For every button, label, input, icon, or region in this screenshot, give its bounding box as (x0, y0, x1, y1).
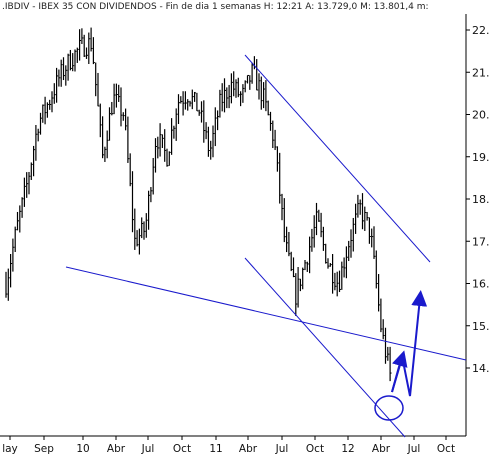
x-tick-label: 10 (76, 443, 89, 455)
y-tick-label: 21.000 (472, 66, 490, 79)
y-tick-label: 19.000 (472, 151, 490, 164)
x-tick-label: Abr (239, 443, 258, 455)
y-tick-label: 20.000 (472, 109, 490, 122)
y-tick-label: 15.000 (472, 320, 490, 333)
x-tick-label: Jul (407, 443, 421, 455)
plot-area (5, 27, 392, 382)
projection-arrow (391, 350, 408, 393)
x-tick-label: Jul (275, 443, 289, 455)
x-tick-label: Abr (372, 443, 391, 455)
trend-line (65, 266, 467, 361)
x-tick-label: Jul (141, 443, 155, 455)
price-series (5, 27, 392, 382)
trend-line (244, 257, 406, 438)
y-tick-label: 17.000 (472, 235, 490, 248)
chart-title: .IBDIV - IBEX 35 CON DIVIDENDOS - Fin de… (2, 2, 429, 12)
x-tick-label: Abr (107, 443, 126, 455)
highlight-circle (374, 395, 404, 421)
projection-arrow (391, 290, 428, 397)
y-tick-label: 16.000 (472, 278, 490, 291)
x-tick-label: Sep (34, 443, 54, 455)
x-tick-label: 12 (341, 443, 354, 455)
x-tick-label: 11 (209, 443, 222, 455)
y-tick-label: 14.000 (472, 362, 490, 375)
x-axis: lay Sep 10 Abr Jul Oct 11 Abr Jul Oct 12 Abr Jul Oct (0, 435, 466, 455)
x-tick-label: Oct (306, 443, 324, 455)
y-tick-label: 18.000 (472, 193, 490, 206)
trendline-overlay (65, 54, 467, 438)
x-tick-label: Oct (437, 443, 455, 455)
trend-line (244, 54, 431, 263)
y-tick-label: 22.000 (472, 24, 490, 37)
x-tick-label: lay (2, 443, 18, 455)
y-axis: 22.000 21.000 20.000 19.000 18.000 17.000 16.0… (465, 14, 490, 436)
x-tick-label: Oct (173, 443, 191, 455)
